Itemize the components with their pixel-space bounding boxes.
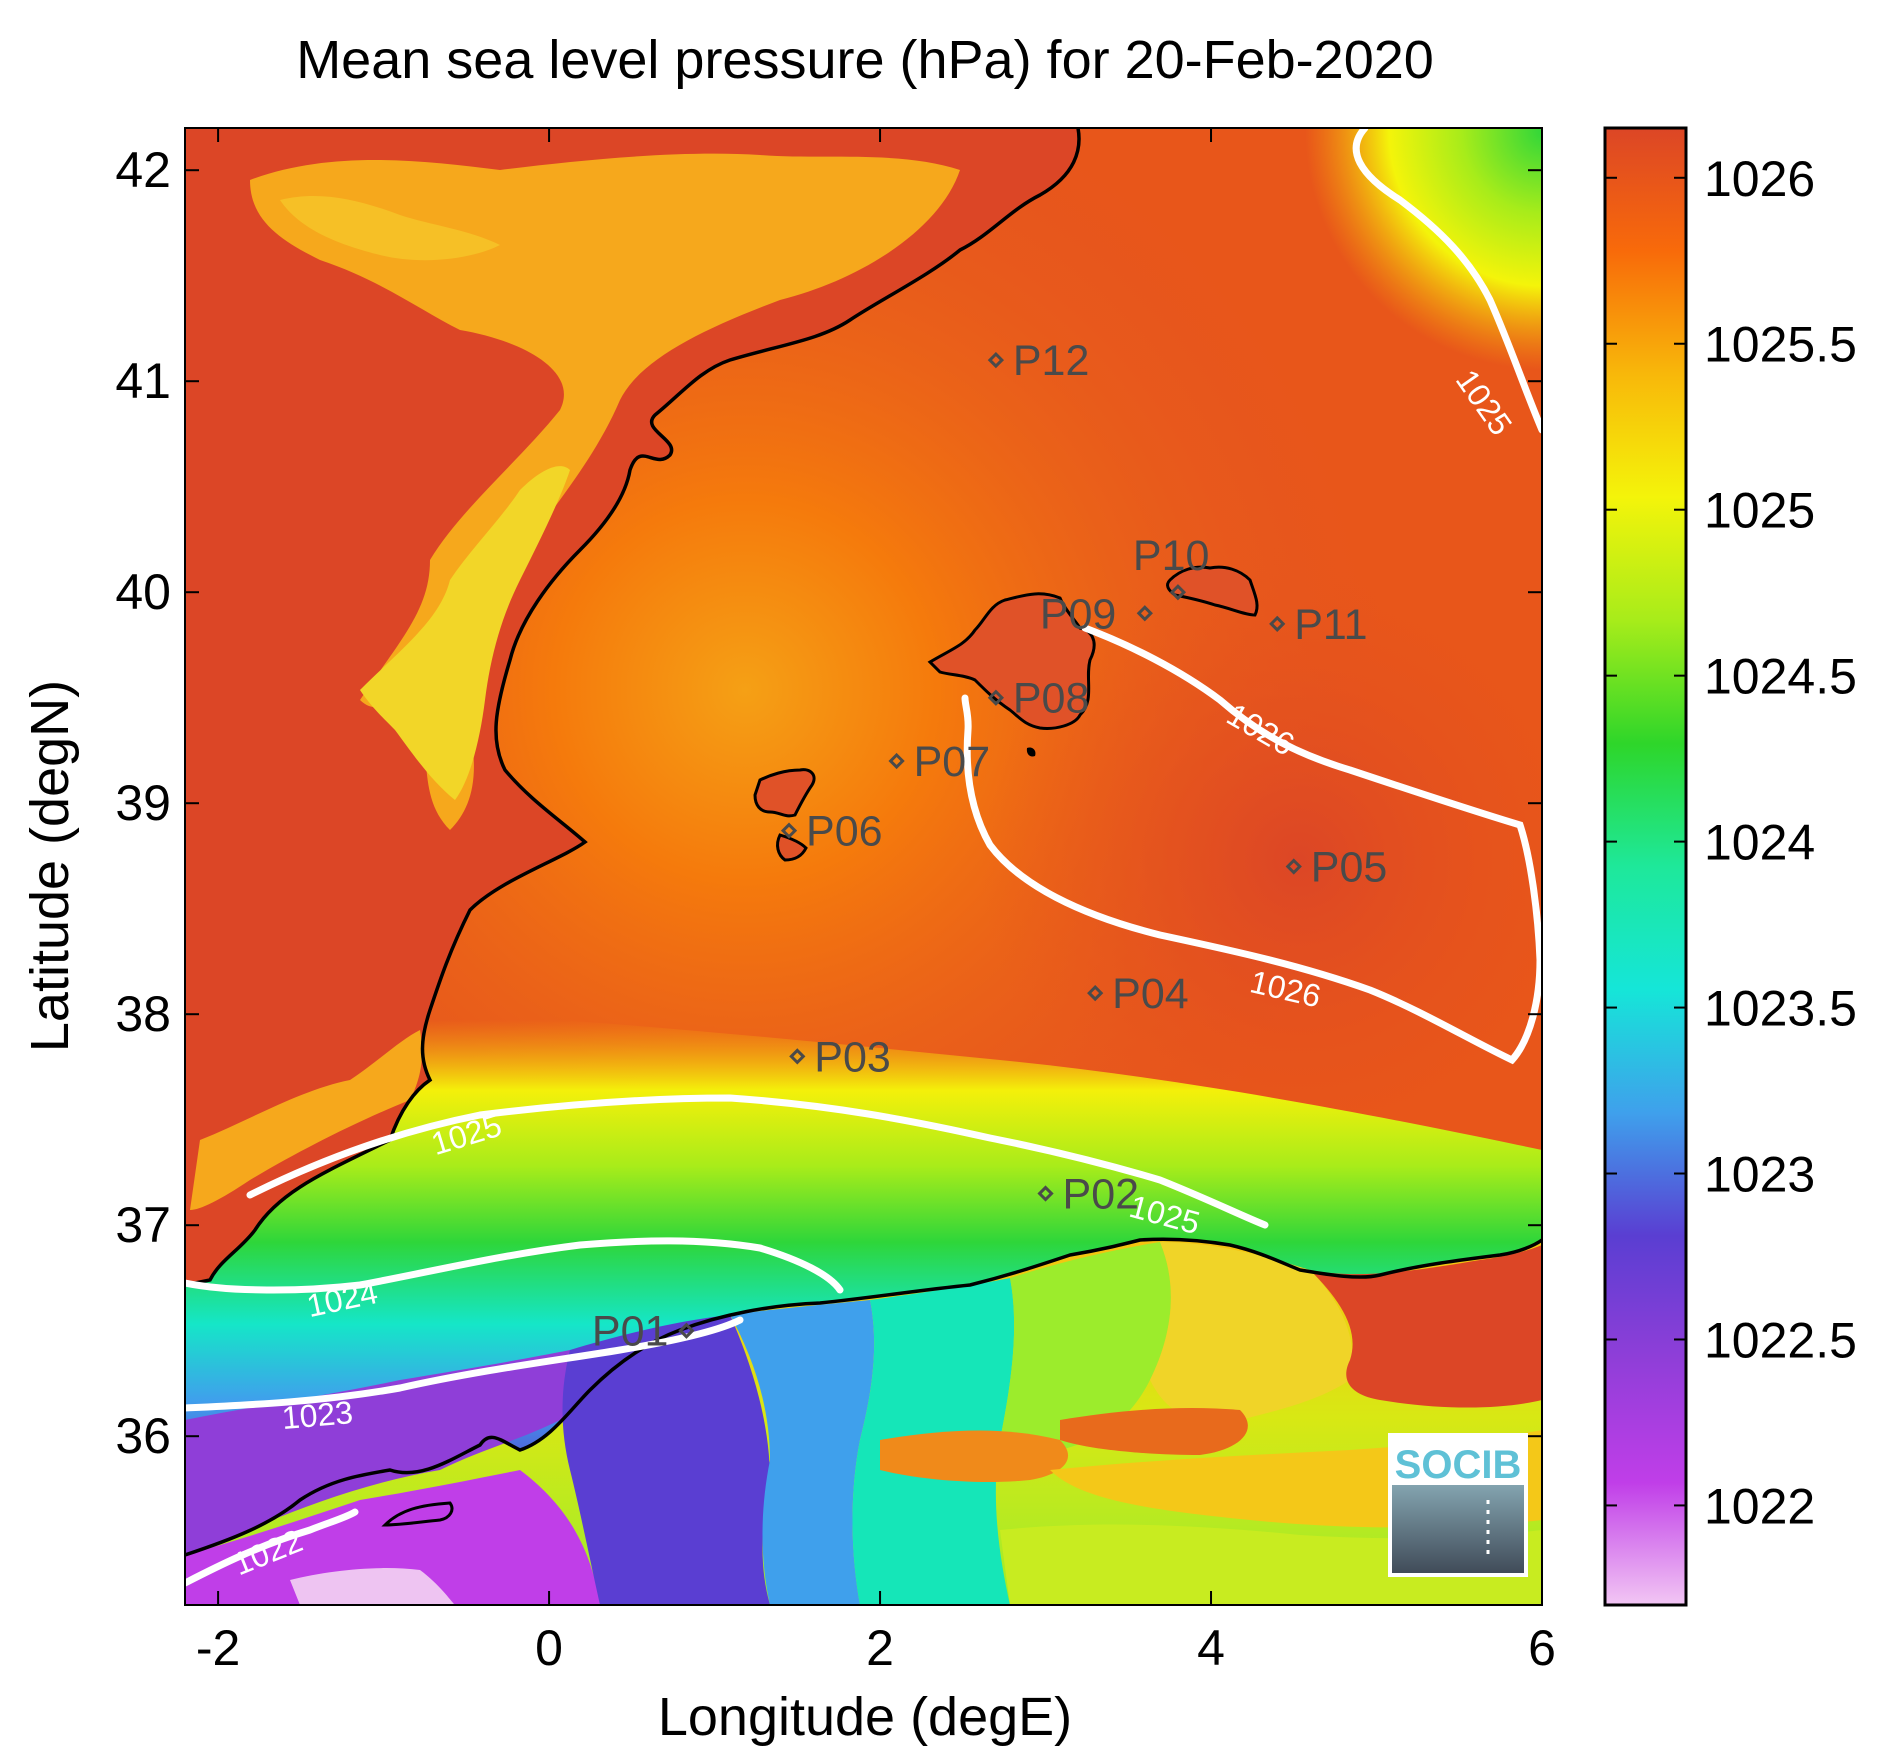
y-tick-label: 38 — [115, 986, 171, 1042]
figure-title: Mean sea level pressure (hPa) for 20-Feb… — [296, 30, 1434, 90]
isobar-1025-south — [246, 1094, 1269, 1229]
ibiza-island — [753, 768, 816, 818]
colorbar: 1022 1022.5 1023 1023.5 1024 1024.5 1025 1025.5… — [1603, 126, 1857, 1607]
station-markers: P01 P02 P03 P04 P05 P06 P07 P08 P09 P10 P11 P12 — [592, 337, 1387, 1356]
colorbar-gradient — [1605, 128, 1686, 1605]
contour-label: 1023 — [280, 1394, 354, 1436]
station-label-p04: P04 — [1112, 970, 1189, 1018]
plot-frame — [184, 127, 1543, 1606]
y-tick-label: 41 — [115, 353, 171, 409]
y-tick-label: 42 — [115, 142, 171, 198]
isobar-1024 — [185, 1237, 844, 1294]
contour-label-text: 1023 — [280, 1394, 354, 1436]
formentera-island — [776, 833, 808, 862]
colorbar-tick-label: 1024 — [1704, 815, 1815, 871]
x-tick-label: 4 — [1197, 1620, 1225, 1676]
station-marker-p08 — [987, 689, 1005, 706]
x-tick-label: 2 — [866, 1620, 894, 1676]
iberia-land — [185, 128, 1080, 1285]
station-label-p01: P01 — [592, 1308, 669, 1356]
mallorca-island — [927, 592, 1096, 730]
x-tick-label: 6 — [1528, 1620, 1556, 1676]
y-tick-label: 39 — [115, 775, 171, 831]
isobar-contours — [185, 128, 1542, 1587]
x-tick-label: 0 — [535, 1620, 563, 1676]
isobar-1026 — [961, 624, 1542, 1065]
station-marker-p03 — [789, 1048, 806, 1065]
station-label-p09: P09 — [1040, 590, 1117, 638]
station-marker-p10 — [1169, 584, 1187, 601]
colorbar-tick-label: 1023 — [1704, 1147, 1815, 1203]
y-axis-ticks: 36 37 38 39 40 41 42 — [115, 142, 1542, 1464]
y-axis-label: Latitude (degN) — [20, 680, 80, 1052]
x-axis-label: Longitude (degE) — [658, 1687, 1072, 1747]
iberia-coastline — [185, 128, 1081, 1287]
station-label-p02: P02 — [1063, 1171, 1140, 1219]
station-marker-p07 — [888, 752, 905, 770]
colorbar-tick-label: 1023.5 — [1704, 981, 1857, 1037]
alboran-island-outline — [381, 1501, 454, 1527]
isobar-1023 — [185, 1316, 744, 1412]
colorbar-ticks: 1022 1022.5 1023 1023.5 1024 1024.5 1025 1025.5… — [1605, 151, 1857, 1534]
colorbar-tick-label: 1024.5 — [1704, 649, 1857, 705]
colorbar-tick-label: 1025.5 — [1704, 317, 1857, 373]
colorbar-tick-label: 1022 — [1704, 1478, 1815, 1534]
socib-logo-band — [1392, 1437, 1524, 1485]
socib-logo: SOCIB — [1388, 1433, 1528, 1577]
y-tick-label: 37 — [115, 1197, 171, 1253]
africa-coastline — [185, 1237, 1542, 1557]
colorbar-tick-label: 1025 — [1704, 483, 1815, 539]
station-marker-p11 — [1269, 615, 1286, 632]
station-marker-p12 — [987, 351, 1005, 369]
station-marker-p09 — [1136, 605, 1153, 622]
x-tick-label: -2 — [196, 1620, 240, 1676]
station-marker-p04 — [1087, 984, 1104, 1002]
colorbar-cells — [1605, 128, 1686, 1605]
station-label-p12: P12 — [1013, 337, 1090, 385]
station-label-p06: P06 — [806, 808, 883, 856]
africa-relief — [185, 1242, 1542, 1605]
colorbar-frame — [1603, 126, 1688, 1607]
station-marker-p05 — [1285, 858, 1302, 875]
station-label-p10: P10 — [1133, 532, 1210, 580]
station-label-p08: P08 — [1013, 675, 1090, 723]
isobar-1025-northeast — [1352, 128, 1542, 434]
station-marker-p01 — [678, 1322, 695, 1339]
station-label-p05: P05 — [1311, 844, 1388, 892]
y-tick-label: 36 — [115, 1408, 171, 1464]
socib-logo-text: SOCIB — [1395, 1443, 1522, 1487]
isobar-1022 — [185, 1508, 359, 1587]
iberia-relief — [190, 153, 960, 1210]
y-tick-label: 40 — [115, 564, 171, 620]
station-marker-p06 — [780, 822, 798, 839]
cabrera-island — [1026, 747, 1036, 757]
station-label-p11: P11 — [1294, 601, 1367, 649]
colorbar-tick-label: 1026 — [1704, 151, 1815, 207]
station-label-p07: P07 — [914, 738, 991, 786]
station-marker-p02 — [1037, 1185, 1054, 1202]
x-axis-ticks: -2 0 2 4 6 — [196, 128, 1556, 1676]
colorbar-tick-label: 1022.5 — [1704, 1312, 1857, 1368]
station-label-p03: P03 — [814, 1033, 891, 1081]
